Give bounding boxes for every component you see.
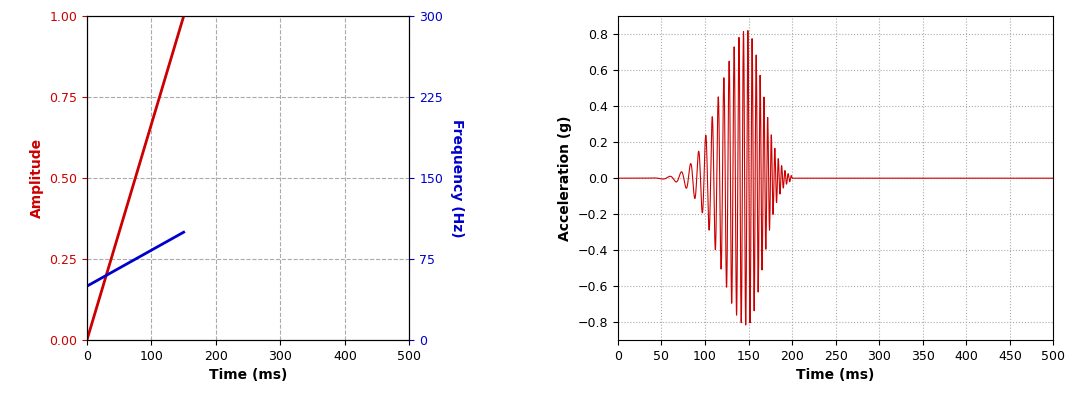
Y-axis label: Frequency (Hz): Frequency (Hz) [450, 119, 464, 237]
X-axis label: Time (ms): Time (ms) [209, 369, 288, 382]
Y-axis label: Amplitude: Amplitude [29, 138, 43, 218]
Y-axis label: Acceleration (g): Acceleration (g) [558, 115, 572, 241]
X-axis label: Time (ms): Time (ms) [796, 369, 875, 382]
